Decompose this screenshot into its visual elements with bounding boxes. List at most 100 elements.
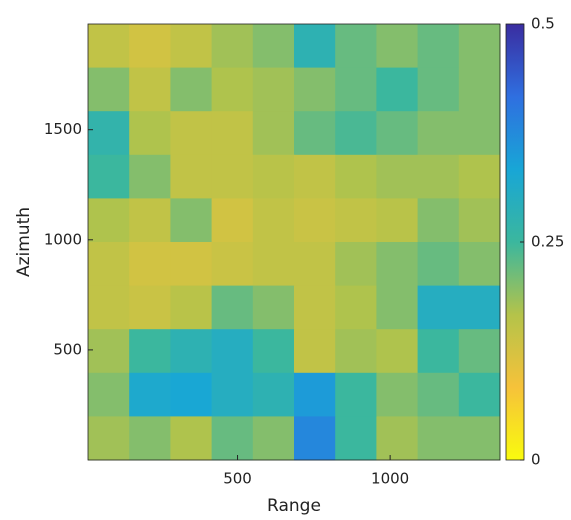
heatmap-cell: [170, 329, 213, 374]
heatmap-cell: [211, 198, 254, 243]
heatmap-cell: [376, 111, 419, 156]
heatmap-cell: [294, 154, 336, 199]
heatmap-cell: [252, 111, 295, 156]
heatmap-cell: [88, 24, 130, 69]
heatmap-cell: [458, 372, 501, 417]
heatmap-cell: [211, 416, 254, 461]
heatmap-cell: [170, 372, 213, 417]
heatmap-cell: [376, 329, 419, 374]
heatmap-cell: [88, 67, 130, 112]
heatmap-cell: [252, 24, 295, 69]
heatmap-cell: [294, 67, 336, 112]
heatmap-cell: [458, 24, 501, 69]
heatmap-cell: [88, 111, 130, 156]
colorbar-tick-label: 0: [531, 451, 541, 469]
heatmap-cell: [211, 242, 254, 287]
heatmap-cell: [294, 329, 336, 374]
heatmap-cell: [252, 329, 295, 374]
heatmap-cell: [211, 372, 254, 417]
heatmap-cell: [252, 198, 295, 243]
heatmap-cell: [458, 67, 501, 112]
heatmap-cell: [88, 329, 130, 374]
heatmap-cell: [129, 154, 171, 199]
heatmap-cell: [376, 285, 419, 330]
heatmap-cell: [252, 285, 295, 330]
y-tick-label: 500: [53, 340, 82, 358]
heatmap-cell: [294, 198, 336, 243]
heatmap-cell: [88, 198, 130, 243]
heatmap-cell: [129, 372, 171, 417]
heatmap-cell: [335, 329, 377, 374]
heatmap-cell: [88, 154, 130, 199]
x-axis-label: Range: [267, 496, 321, 516]
heatmap-cell: [335, 111, 377, 156]
heatmap-cell: [170, 67, 213, 112]
heatmap-cell: [88, 372, 130, 417]
heatmap-cell: [335, 242, 377, 287]
heatmap-cell: [211, 285, 254, 330]
heatmap-cell: [294, 372, 336, 417]
heatmap-cell: [376, 416, 419, 461]
heatmap-cell: [129, 416, 171, 461]
plot-frame: [87, 23, 501, 461]
heatmap-cell: [417, 198, 460, 243]
heatmap-cell: [417, 372, 460, 417]
heatmap-cell: [335, 416, 377, 461]
heatmap-cell: [458, 416, 501, 461]
heatmap-cell: [211, 67, 254, 112]
x-tick-label: 1000: [371, 470, 409, 488]
heatmap-cell: [170, 198, 213, 243]
heatmap-cell: [88, 242, 130, 287]
y-tick-label: 1500: [44, 120, 82, 138]
heatmap-cell: [458, 198, 501, 243]
colorbar-tick-label: 0.25: [531, 233, 564, 251]
heatmap-cell: [335, 67, 377, 112]
heatmap-cell: [170, 111, 213, 156]
y-axis-label: Azimuth: [14, 207, 34, 277]
colorbar-tick-label: 0.5: [531, 15, 555, 33]
heatmap-cell: [129, 24, 171, 69]
heatmap-cell: [458, 242, 501, 287]
heatmap-cell: [294, 416, 336, 461]
heatmap-cell: [211, 329, 254, 374]
heatmap-cell: [252, 416, 295, 461]
heatmap-cell: [294, 24, 336, 69]
heatmap-cell: [252, 372, 295, 417]
heatmap-cell: [458, 154, 501, 199]
heatmap-cell: [417, 242, 460, 287]
heatmap-cell: [211, 24, 254, 69]
heatmap-cell: [294, 242, 336, 287]
y-tick-label: 1000: [44, 230, 82, 248]
heatmap-cell: [458, 329, 501, 374]
heatmap-cell: [417, 285, 460, 330]
heatmap-cell: [129, 329, 171, 374]
heatmap-cell: [335, 154, 377, 199]
heatmap-cell: [376, 67, 419, 112]
x-tick-label: 500: [223, 470, 252, 488]
heatmap-cell: [335, 198, 377, 243]
heatmap-cell: [170, 242, 213, 287]
heatmap-cell: [417, 329, 460, 374]
heatmap-cell: [376, 372, 419, 417]
heatmap-cell: [129, 198, 171, 243]
heatmap-cell: [294, 111, 336, 156]
heatmap-cell: [376, 198, 419, 243]
heatmap-cell: [129, 67, 171, 112]
heatmap-cell: [458, 285, 501, 330]
heatmap-cell: [252, 242, 295, 287]
heatmap-cell: [417, 24, 460, 69]
heatmap-cell: [129, 242, 171, 287]
heatmap-cell: [417, 67, 460, 112]
heatmap-cell: [335, 24, 377, 69]
heatmap-cell: [335, 372, 377, 417]
heatmap-cell: [129, 285, 171, 330]
heatmap-cell: [88, 416, 130, 461]
heatmap-cell: [458, 111, 501, 156]
heatmap-cell: [335, 285, 377, 330]
heatmap-cell: [88, 285, 130, 330]
heatmap-cell: [129, 111, 171, 156]
heatmap-cell: [376, 154, 419, 199]
heatmap-cell: [417, 416, 460, 461]
heatmap-cell: [376, 24, 419, 69]
